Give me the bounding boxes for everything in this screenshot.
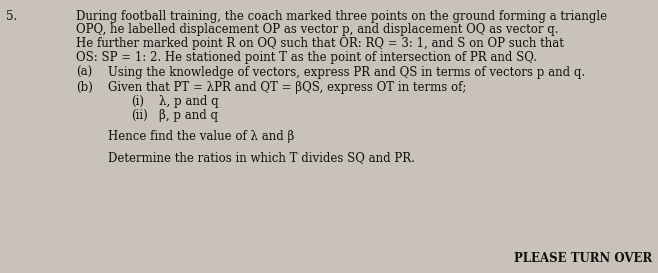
Text: PLEASE TURN OVER: PLEASE TURN OVER <box>514 252 652 265</box>
Text: β, p and q: β, p and q <box>159 108 218 121</box>
Text: During football training, the coach marked three points on the ground forming a : During football training, the coach mark… <box>76 10 607 23</box>
Text: Given that PT = λPR and QT = βQS, express OT in terms of;: Given that PT = λPR and QT = βQS, expres… <box>108 81 467 93</box>
Text: λ, p and q: λ, p and q <box>159 95 218 108</box>
Text: Determine the ratios in which T divides SQ and PR.: Determine the ratios in which T divides … <box>108 152 415 165</box>
Text: (b): (b) <box>76 81 93 93</box>
Text: (a): (a) <box>76 66 92 79</box>
Text: (i): (i) <box>131 95 144 108</box>
Text: Using the knowledge of vectors, express PR and QS in terms of vectors p and q.: Using the knowledge of vectors, express … <box>108 66 585 79</box>
Text: Hence find the value of λ and β: Hence find the value of λ and β <box>108 130 294 143</box>
Text: 5.: 5. <box>6 10 17 23</box>
Text: OS: SP = 1: 2. He stationed point T as the point of intersection of PR and SQ.: OS: SP = 1: 2. He stationed point T as t… <box>76 51 537 64</box>
Text: (ii): (ii) <box>131 108 148 121</box>
Text: He further marked point R on OQ such that OR: RQ = 3: 1, and S on OP such that: He further marked point R on OQ such tha… <box>76 37 564 50</box>
Text: OPQ, he labelled displacement OP as vector p, and displacement OQ as vector q.: OPQ, he labelled displacement OP as vect… <box>76 23 559 37</box>
